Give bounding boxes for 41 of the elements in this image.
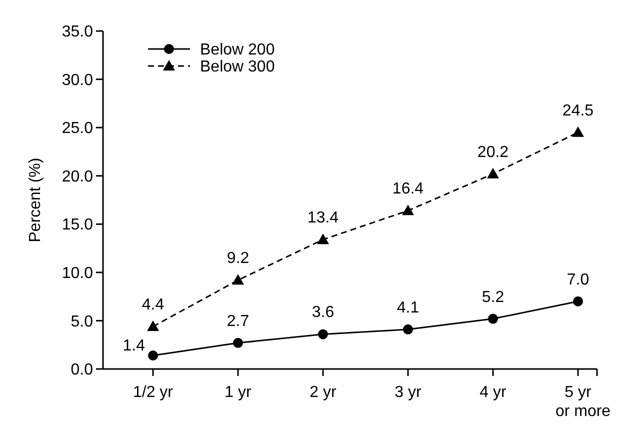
legend-label: Below 300: [200, 58, 275, 76]
data-label: 2.7: [226, 312, 250, 330]
data-label: 20.2: [477, 144, 509, 161]
point: [402, 204, 414, 216]
y-tick-label: 10.0: [62, 265, 94, 282]
data-label: 24.5: [562, 102, 594, 120]
point: [488, 314, 498, 324]
data-label: 7.0: [566, 271, 590, 288]
point: [148, 350, 158, 360]
point: [403, 324, 413, 334]
point: [147, 320, 159, 332]
point: [573, 296, 583, 306]
point: [572, 126, 584, 137]
data-label: 4.1: [396, 299, 420, 316]
data-label: 13.4: [307, 210, 339, 227]
y-tick-label: 35.0: [62, 24, 94, 41]
x-tick-label: 5 yr or more: [555, 384, 611, 420]
x-tick-label: 3 yr: [394, 384, 422, 401]
data-label: 1.4: [122, 337, 146, 354]
data-label: 4.4: [142, 296, 164, 314]
y-tick-label: 20.0: [62, 168, 94, 186]
point: [487, 168, 499, 178]
y-tick-label: 5.0: [70, 313, 94, 330]
point: [233, 338, 243, 348]
point: [317, 234, 329, 244]
y-tick-label: 0.0: [70, 362, 94, 379]
data-label: 9.2: [226, 250, 250, 268]
point: [318, 329, 328, 340]
y-axis-title: Percent (%): [27, 158, 44, 242]
y-tick-label: 30.0: [62, 72, 94, 89]
x-tick-label: 4 yr: [480, 384, 508, 401]
data-label: 5.2: [482, 288, 504, 306]
legend-label: Below 200: [200, 42, 275, 59]
y-tick-label: 15.0: [62, 216, 94, 234]
x-tick-label: 1 yr: [224, 384, 252, 401]
x-tick-label: 1/2 yr: [132, 384, 174, 401]
point: [232, 274, 244, 285]
x-tick-label: 2 yr: [310, 384, 338, 401]
y-tick-label: 25.0: [62, 120, 94, 138]
data-label: 3.6: [312, 304, 334, 322]
data-label: 16.4: [392, 180, 424, 198]
